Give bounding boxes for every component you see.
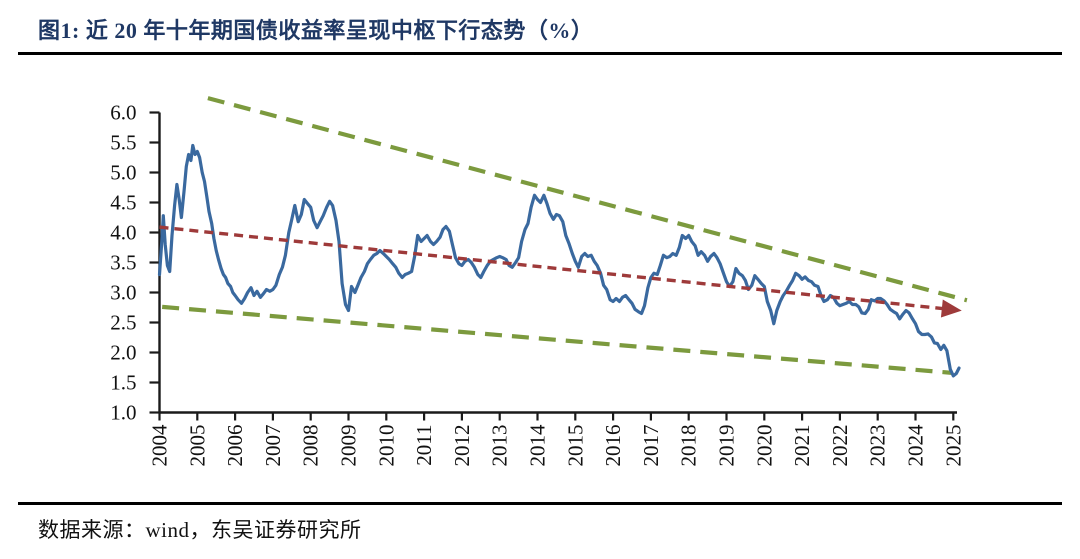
x-tick-label: 2005	[185, 425, 209, 467]
y-tick-label: 4.0	[110, 221, 136, 245]
x-tick-label: 2007	[261, 425, 285, 467]
x-tick-label: 2022	[828, 425, 852, 467]
x-tick-label: 2004	[148, 424, 172, 467]
y-tick-label: 2.5	[110, 311, 136, 335]
figure-title: 图1: 近 20 年十年期国债收益率呈现中枢下行态势（%）	[38, 18, 594, 43]
y-tick-label: 1.5	[110, 371, 136, 395]
x-tick-label: 2006	[223, 425, 247, 467]
x-tick-label: 2021	[790, 425, 814, 467]
y-tick-label: 5.5	[110, 131, 136, 155]
y-tick-label: 2.0	[110, 341, 136, 365]
envelope-upper-line	[207, 96, 968, 303]
envelope-lower-line	[161, 304, 953, 375]
x-tick-label: 2016	[601, 425, 625, 467]
x-tick-label: 2017	[639, 425, 663, 467]
x-tick-label: 2023	[866, 425, 890, 467]
x-tick-label: 2011	[412, 425, 436, 466]
x-tick-label: 2012	[450, 425, 474, 467]
x-tick-label: 2008	[299, 425, 323, 467]
trend-arrowhead-icon	[940, 299, 962, 318]
bottom-divider	[18, 502, 1062, 505]
x-tick-label: 2019	[715, 425, 739, 467]
x-tick-label: 2018	[677, 425, 701, 467]
yield-series-line	[157, 143, 961, 378]
x-tick-label: 2013	[488, 425, 512, 467]
x-tick-label: 2015	[563, 425, 587, 467]
top-divider	[18, 52, 1062, 55]
x-tick-label: 2009	[337, 425, 361, 467]
x-tick-label: 2014	[526, 424, 550, 467]
trend-line	[159, 225, 945, 311]
x-tick-label: 2025	[941, 425, 965, 467]
y-tick-label: 4.5	[110, 191, 136, 215]
y-tick-label: 5.0	[110, 161, 136, 185]
x-tick-label: 2024	[904, 424, 928, 467]
bond-yield-chart: 6.0 5.5 5.0 4.5 4.0 3.5 3.0 2.5 2.0 1.5 1.0 2004 200…	[110, 96, 968, 467]
y-tick-label: 1.0	[110, 401, 136, 425]
y-tick-label: 6.0	[110, 101, 136, 125]
source-note: 数据来源：wind，东吴证券研究所	[38, 518, 362, 542]
x-tick-label: 2020	[752, 425, 776, 467]
x-tick-label: 2010	[374, 425, 398, 467]
y-tick-label: 3.5	[110, 251, 136, 275]
y-tick-label: 3.0	[110, 281, 136, 305]
